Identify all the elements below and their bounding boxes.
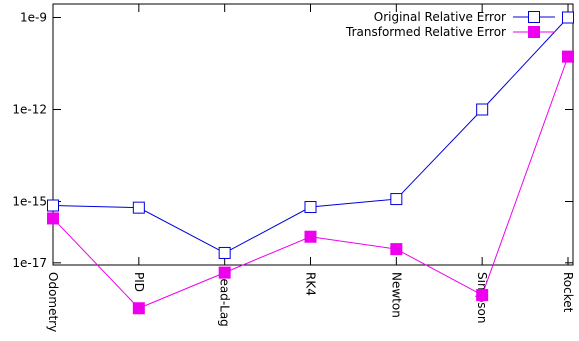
legend-entry: Original Relative Error bbox=[374, 10, 555, 24]
series-1 bbox=[47, 11, 574, 259]
x-tick-label: PID bbox=[132, 272, 146, 292]
x-tick-label: Rocket bbox=[561, 272, 575, 313]
data-point bbox=[562, 50, 574, 63]
data-point bbox=[476, 289, 489, 302]
y-axis-ticks: 1e-9 1e-12 1e-15 1e-17 bbox=[12, 11, 573, 270]
legend-marker bbox=[528, 11, 540, 23]
data-point bbox=[390, 243, 403, 256]
y-tick-label: 1e-9 bbox=[20, 11, 47, 25]
data-point bbox=[218, 266, 231, 279]
series-layer bbox=[47, 11, 574, 315]
x-axis-ticks: OdometryPIDLead-LagRK4NewtonSimpsonRocke… bbox=[46, 4, 575, 332]
legend-entry: Transformed Relative Error bbox=[345, 25, 555, 39]
legend-label: Original Relative Error bbox=[374, 10, 506, 24]
data-point bbox=[562, 11, 574, 24]
plot-frame bbox=[52, 3, 574, 266]
legend-marker bbox=[528, 26, 540, 38]
data-point bbox=[47, 199, 59, 212]
data-point bbox=[132, 201, 145, 214]
legend-label: Transformed Relative Error bbox=[345, 25, 506, 39]
data-point bbox=[390, 193, 403, 206]
y-tick-label: 1e-17 bbox=[12, 256, 47, 270]
y-tick-label: 1e-15 bbox=[12, 195, 47, 209]
data-point bbox=[476, 103, 489, 116]
data-point bbox=[218, 246, 231, 259]
x-tick-label: Odometry bbox=[46, 272, 60, 332]
series-line bbox=[52, 56, 569, 309]
series-2 bbox=[47, 50, 574, 315]
data-point bbox=[304, 230, 317, 243]
data-point bbox=[304, 201, 317, 214]
y-tick-label: 1e-12 bbox=[12, 103, 47, 117]
x-tick-label: Lead-Lag bbox=[218, 272, 232, 327]
data-point bbox=[132, 302, 145, 315]
x-tick-label: Newton bbox=[389, 272, 403, 318]
series-line bbox=[52, 17, 569, 254]
x-tick-label: RK4 bbox=[304, 272, 318, 296]
data-point bbox=[47, 212, 59, 225]
